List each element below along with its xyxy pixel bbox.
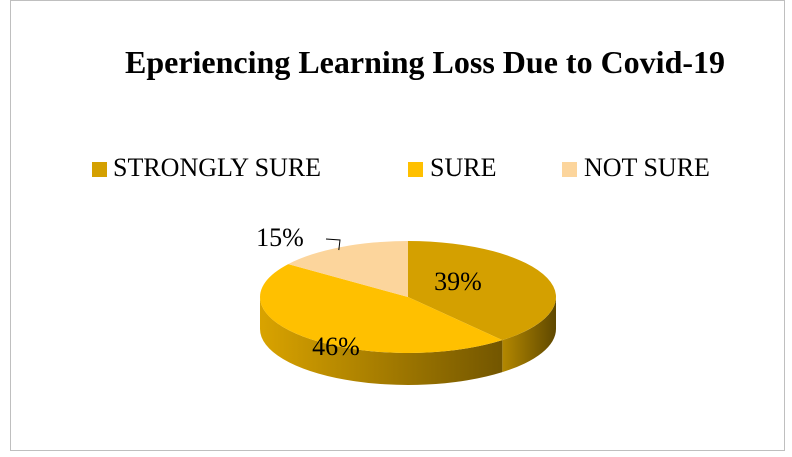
- chart-title: Eperiencing Learning Loss Due to Covid-1…: [124, 44, 726, 80]
- legend-label: SURE: [430, 153, 496, 182]
- data-label: 39%: [434, 267, 482, 296]
- legend-swatch: [562, 162, 577, 177]
- legend-swatch: [92, 162, 107, 177]
- legend-swatch: [408, 162, 423, 177]
- chart-frame: [10, 0, 785, 451]
- pie-slice: [259, 264, 503, 354]
- pie-slice: [408, 241, 556, 341]
- data-label: 46%: [312, 332, 360, 361]
- pie-side: [502, 297, 556, 373]
- pie-side: [260, 297, 503, 385]
- data-label: 15%: [256, 223, 304, 252]
- pie-slice: [288, 241, 408, 297]
- legend-label: STRONGLY SURE: [113, 153, 321, 182]
- leader-line: [325, 238, 341, 251]
- legend-label: NOT SURE: [584, 153, 710, 182]
